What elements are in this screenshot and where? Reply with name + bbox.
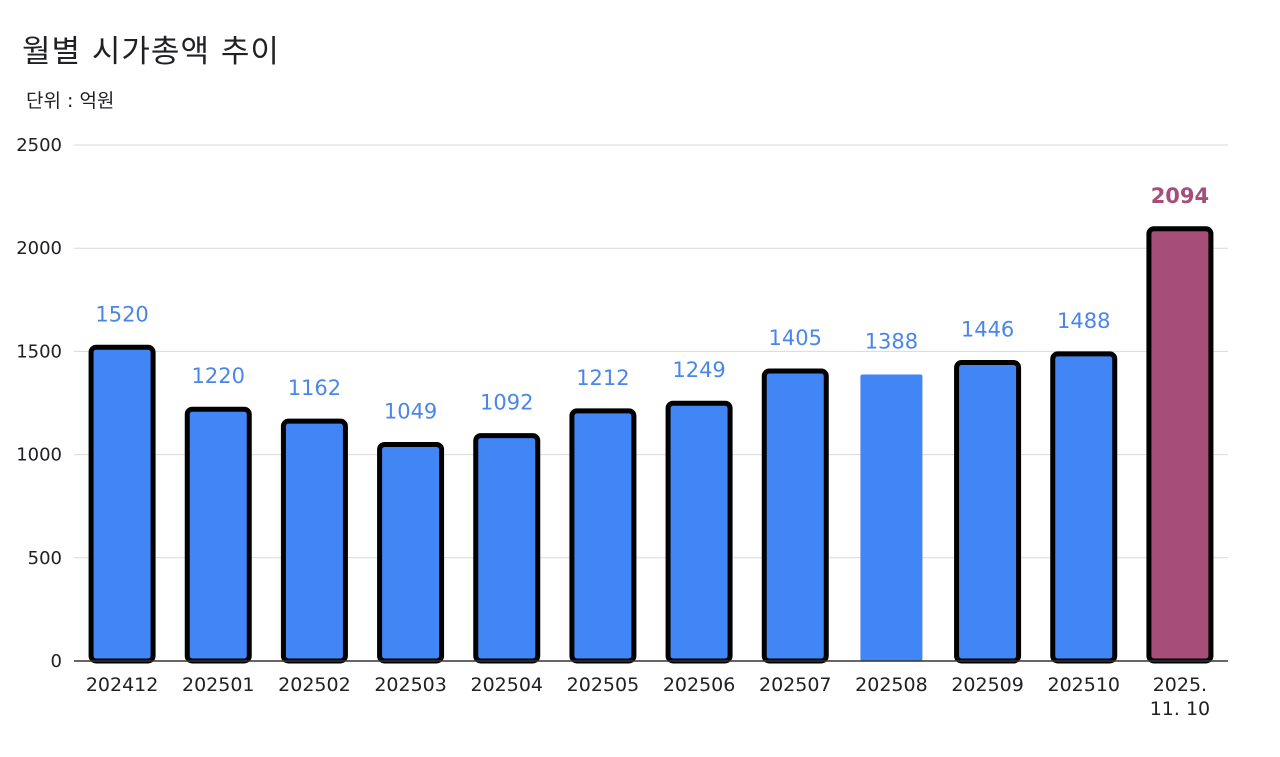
data-label: 1405 [769,326,822,350]
chart-subtitle: 단위 : 억원 [26,90,115,112]
y-tick-label: 0 [51,651,62,672]
data-label: 1212 [576,366,629,390]
data-label: 1092 [480,391,533,415]
x-tick-label: 202510 [1047,674,1120,696]
data-label: 1049 [384,399,437,423]
data-label: 1249 [672,358,725,382]
data-label: 1488 [1057,309,1110,333]
bar [860,374,923,661]
bar [761,368,829,664]
y-tick-label: 1500 [16,341,62,362]
y-tick-label: 2500 [16,135,62,156]
bar [954,360,1022,664]
x-tick-label: 202502 [278,674,351,696]
bar [665,400,733,664]
data-label: 1162 [288,376,341,400]
y-tick-label: 500 [28,548,62,569]
data-label: 2094 [1151,184,1209,208]
data-label: 1220 [192,364,245,388]
x-tick-label: 202506 [663,674,736,696]
x-tick-label: 202504 [470,674,543,696]
bar [1050,351,1118,664]
y-tick-label: 2000 [16,238,62,259]
bar [1146,226,1214,664]
x-tick-label: 202505 [567,674,640,696]
bar [184,406,252,664]
bar [88,344,156,664]
x-tick-label: 202507 [759,674,832,696]
x-tick-label: 202503 [374,674,447,696]
bar [377,441,445,664]
x-tick-label: 202412 [86,674,159,696]
bar [280,418,348,664]
x-tick-label: 202501 [182,674,255,696]
x-tick-label: 202508 [855,674,928,696]
chart-title: 월별 시가총액 추이 [22,34,280,70]
x-tick-label: 2025. 11. 10 [1150,674,1210,720]
data-label: 1520 [95,302,148,326]
bar [473,433,541,664]
x-tick-label: 202509 [951,674,1024,696]
bar [569,408,637,664]
y-tick-label: 1000 [16,445,62,466]
data-label: 1388 [865,330,918,354]
data-label: 1446 [961,318,1014,342]
